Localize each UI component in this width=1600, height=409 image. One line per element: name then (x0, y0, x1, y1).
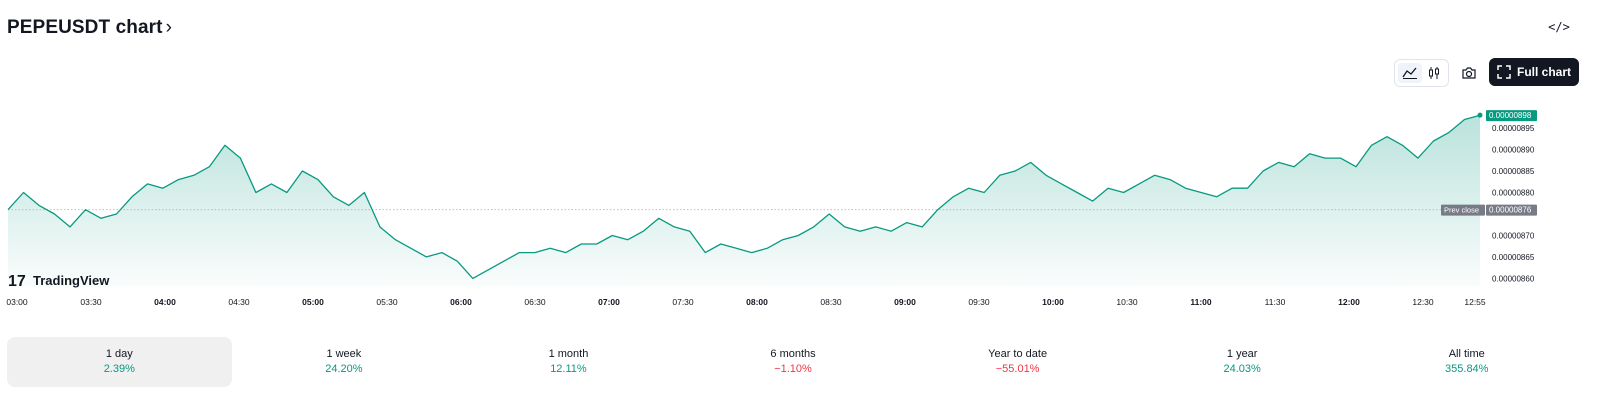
x-tick-label: 04:30 (228, 297, 250, 307)
chart-type-toggle (1394, 59, 1449, 87)
fullscreen-icon (1497, 65, 1511, 79)
range-1-year[interactable]: 1 year 24.03% (1130, 337, 1355, 387)
range-label: 6 months (770, 348, 816, 360)
range-1-day[interactable]: 1 day 2.39% (7, 337, 232, 387)
prev-close-text: Prev close (1444, 206, 1479, 215)
y-tick-label: 0.00000895 (1492, 124, 1535, 133)
x-tick-label: 06:00 (450, 297, 472, 307)
range-1-month[interactable]: 1 month 12.11% (456, 337, 681, 387)
y-tick-label: 0.00000865 (1492, 253, 1535, 262)
range-6-months[interactable]: 6 months −1.10% (681, 337, 906, 387)
x-tick-label: 05:00 (302, 297, 324, 307)
x-tick-label: 12:55 (1464, 297, 1486, 307)
tradingview-logo: 17 TradingView (8, 273, 110, 290)
x-tick-label: 03:30 (80, 297, 102, 307)
y-tick-label: 0.00000885 (1492, 167, 1535, 176)
tradingview-logo-mark: 17 (8, 273, 26, 290)
full-chart-button[interactable]: Full chart (1489, 58, 1579, 86)
x-tick-label: 07:00 (598, 297, 620, 307)
tradingview-logo-text: TradingView (33, 273, 110, 288)
current-price-label: 0.00000898 (1489, 111, 1532, 120)
x-tick-label: 09:30 (968, 297, 990, 307)
range-change-value: 2.39% (103, 363, 135, 375)
x-tick-label: 04:00 (154, 297, 176, 307)
x-tick-label: 12:00 (1338, 297, 1360, 307)
x-tick-label: 08:00 (746, 297, 768, 307)
x-tick-label: 03:00 (6, 297, 28, 307)
x-tick-label: 12:30 (1412, 297, 1434, 307)
range-change-value: −1.10% (774, 363, 812, 375)
prev-close-value-tag (1486, 204, 1537, 216)
range-label: 1 month (548, 348, 589, 360)
range-change-value: 24.20% (325, 363, 363, 375)
chart-title-link[interactable]: PEPEUSDT chart › (7, 17, 172, 39)
range-change-value: 24.03% (1223, 363, 1261, 375)
x-tick-label: 11:30 (1265, 297, 1286, 307)
x-tick-label: 05:30 (376, 297, 398, 307)
x-tick-label: 10:30 (1116, 297, 1138, 307)
camera-icon[interactable] (1455, 59, 1483, 87)
range-selector: 1 day 2.39% 1 week 24.20% 1 month 12.11% 6 mon… (7, 337, 1579, 387)
chevron-right-icon: › (165, 17, 172, 38)
x-tick-label: 06:30 (524, 297, 546, 307)
y-tick-label: 0.00000890 (1492, 146, 1535, 155)
range-change-value: 355.84% (1445, 363, 1489, 375)
last-price-dot (1477, 112, 1483, 118)
embed-code-icon[interactable]: </> (1548, 20, 1570, 34)
range-label: Year to date (988, 348, 1048, 360)
y-tick-label: 0.00000870 (1492, 232, 1535, 241)
range-all-time[interactable]: All time 355.84% (1354, 337, 1579, 387)
range-1-week[interactable]: 1 week 24.20% (232, 337, 457, 387)
x-tick-label: 07:30 (672, 297, 694, 307)
chart-title: PEPEUSDT chart (7, 17, 163, 38)
range-year-to-date[interactable]: Year to date −55.01% (905, 337, 1130, 387)
range-change-value: 12.11% (550, 363, 587, 375)
price-chart[interactable]: 0.00000895 0.00000890 0.00000885 0.00000880… (0, 90, 1600, 320)
x-tick-label: 09:00 (894, 297, 916, 307)
range-change-value: −55.01% (995, 363, 1040, 375)
range-label: 1 day (105, 348, 133, 360)
x-tick-label: 11:00 (1190, 297, 1212, 307)
x-tick-label: 08:30 (820, 297, 842, 307)
y-tick-label: 0.00000880 (1492, 189, 1535, 198)
x-tick-label: 10:00 (1042, 297, 1064, 307)
range-label: 1 year (1226, 348, 1258, 360)
range-label: All time (1448, 348, 1485, 360)
price-line (7, 114, 1481, 280)
current-price-tag (1486, 110, 1537, 122)
line-chart-icon[interactable] (1398, 63, 1422, 83)
price-area (8, 115, 1480, 287)
prev-close-tag (1441, 204, 1485, 216)
y-tick-label: 0.00000860 (1492, 274, 1535, 283)
prev-close-value: 0.00000876 (1489, 206, 1532, 215)
range-label: 1 week (326, 348, 362, 360)
candlestick-icon[interactable] (1422, 63, 1446, 83)
full-chart-label: Full chart (1516, 65, 1571, 79)
